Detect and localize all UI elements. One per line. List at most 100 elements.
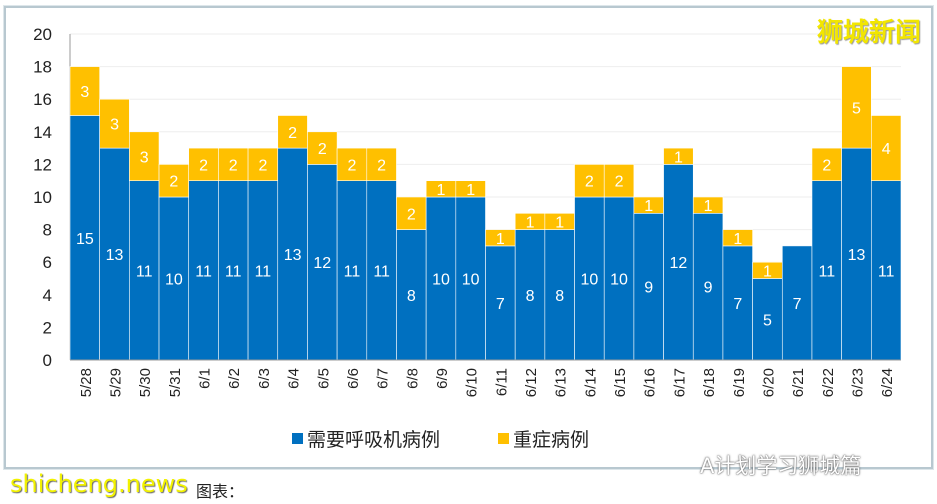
- data-label: 1: [674, 149, 683, 166]
- data-label: 15: [76, 231, 94, 248]
- data-label: 13: [106, 247, 124, 264]
- bar-severe: [129, 131, 160, 182]
- y-tick-label: 12: [33, 155, 52, 174]
- x-tick-label: 6/3: [256, 368, 273, 389]
- data-label: 2: [585, 174, 594, 191]
- data-label: 4: [882, 141, 891, 158]
- data-label: 9: [644, 280, 653, 297]
- data-label: 11: [195, 263, 212, 280]
- bar-severe: [307, 131, 338, 165]
- x-tick-label: 5/28: [78, 368, 95, 397]
- bar-severe: [692, 196, 724, 214]
- bar-severe: [336, 147, 368, 182]
- legend-label: 重症病例: [513, 429, 589, 451]
- x-tick-label: 6/17: [671, 368, 688, 397]
- bar-ventilator: [396, 229, 427, 361]
- data-label: 3: [110, 117, 119, 134]
- x-tick-label: 6/8: [404, 368, 421, 389]
- data-label: 8: [407, 288, 416, 305]
- y-tick-label: 6: [43, 253, 52, 272]
- figure-caption: 图表：: [196, 482, 245, 501]
- bar-ventilator: [218, 180, 249, 361]
- x-tick-label: 6/7: [375, 368, 392, 389]
- site-watermark: shicheng.news: [10, 470, 188, 498]
- data-label: 2: [822, 157, 831, 174]
- x-tick-label: 6/1: [197, 368, 214, 389]
- x-tick-label: 6/15: [612, 368, 629, 397]
- bar-severe: [455, 180, 486, 198]
- data-label: 2: [407, 206, 416, 223]
- bar-severe: [603, 164, 635, 198]
- x-tick-label: 6/2: [226, 368, 243, 389]
- data-label: 1: [466, 182, 475, 199]
- y-tick-label: 2: [43, 318, 52, 337]
- x-tick-label: 6/16: [642, 368, 659, 397]
- bar-severe: [218, 147, 249, 182]
- y-tick-label: 14: [33, 123, 52, 142]
- data-label: 2: [347, 157, 356, 174]
- data-label: 2: [258, 157, 267, 174]
- y-tick-label: 20: [33, 25, 52, 44]
- y-tick-label: 0: [43, 351, 52, 370]
- data-label: 1: [555, 214, 564, 231]
- x-tick-label: 6/6: [345, 368, 362, 389]
- x-tick-label: 5/29: [108, 368, 125, 397]
- x-tick-label: 5/30: [137, 368, 154, 397]
- data-label: 2: [615, 174, 624, 191]
- x-tick-label: 6/4: [286, 368, 303, 389]
- data-label: 10: [610, 272, 628, 289]
- legend-swatch: [498, 433, 509, 444]
- x-tick-label: 6/10: [464, 368, 481, 397]
- bar-ventilator: [336, 180, 368, 361]
- x-tick-label: 6/22: [820, 368, 837, 397]
- data-label: 12: [670, 255, 688, 272]
- bar-severe: [188, 147, 219, 182]
- bar-ventilator: [455, 196, 486, 361]
- data-label: 2: [318, 141, 327, 158]
- x-tick-label: 6/23: [849, 368, 866, 397]
- bar-ventilator: [692, 213, 724, 361]
- data-label: 8: [555, 288, 564, 305]
- bar-ventilator: [871, 180, 902, 361]
- bar-ventilator: [99, 147, 130, 361]
- bar-severe: [277, 115, 308, 149]
- data-label: 10: [165, 272, 183, 289]
- data-label: 12: [313, 255, 331, 272]
- x-tick-label: 6/24: [879, 368, 896, 397]
- data-label: 11: [225, 263, 242, 280]
- data-label: 10: [462, 272, 480, 289]
- data-label: 11: [344, 263, 361, 280]
- data-label: 10: [432, 272, 450, 289]
- data-label: 2: [229, 157, 238, 174]
- bar-ventilator: [574, 196, 605, 361]
- x-tick-label: 6/14: [582, 368, 599, 397]
- bar-ventilator: [544, 229, 575, 361]
- data-label: 2: [169, 174, 178, 191]
- x-tick-label: 5/31: [167, 368, 184, 397]
- data-label: 1: [496, 231, 505, 248]
- data-label: 2: [377, 157, 386, 174]
- bar-severe: [574, 164, 605, 198]
- data-label: 1: [733, 231, 742, 248]
- bar-severe: [99, 98, 130, 149]
- data-label: 3: [140, 149, 149, 166]
- bar-ventilator: [307, 164, 338, 361]
- x-tick-label: 6/18: [701, 368, 718, 397]
- bar-ventilator: [69, 115, 100, 361]
- y-tick-label: 8: [43, 221, 52, 240]
- bar-ventilator: [752, 278, 783, 361]
- bar-ventilator: [514, 229, 546, 361]
- bar-severe: [158, 164, 190, 198]
- bar-severe: [247, 147, 279, 182]
- x-tick-label: 6/9: [434, 368, 451, 389]
- bar-severe: [366, 147, 397, 182]
- data-label: 11: [136, 263, 153, 280]
- data-label: 2: [288, 125, 297, 142]
- data-label: 5: [852, 100, 861, 117]
- legend-label: 需要呼吸机病例: [307, 429, 440, 451]
- data-label: 2: [199, 157, 208, 174]
- bar-severe: [722, 229, 753, 247]
- data-label: 5: [763, 312, 772, 329]
- data-label: 11: [373, 263, 390, 280]
- data-label: 1: [526, 214, 535, 231]
